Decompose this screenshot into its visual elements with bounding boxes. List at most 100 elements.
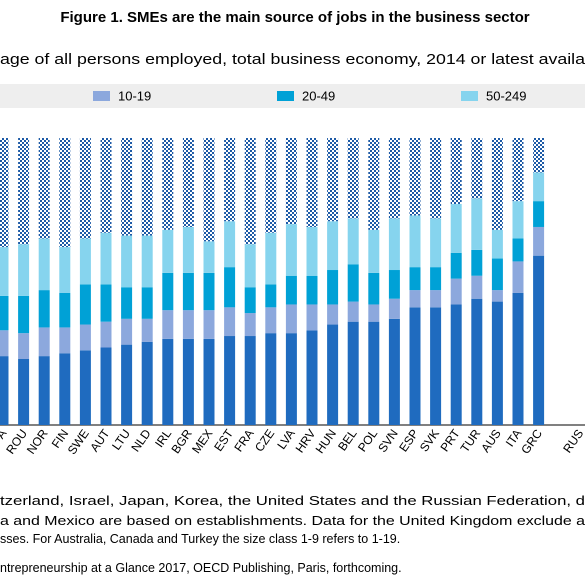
bar-segment [368, 229, 380, 273]
bar-segment [347, 218, 359, 265]
bar-segment [121, 318, 133, 345]
x-tick-label: LTU [109, 427, 133, 453]
bar-segment [141, 235, 153, 288]
x-tick-label: GRC [518, 426, 545, 456]
bar-segment [306, 138, 318, 227]
bar-segment [203, 272, 215, 311]
footnote: tzerland, Israel, Japan, Korea, the Unit… [0, 494, 585, 508]
x-tick-label: FRA [231, 427, 256, 455]
bar-segment [347, 264, 359, 302]
bar-segment [409, 215, 421, 268]
bar-segment [450, 138, 462, 205]
bar-segment [182, 272, 194, 311]
bar-segment [38, 327, 50, 357]
bar-segment [79, 284, 91, 325]
bar-segment [100, 232, 112, 285]
bar-segment [121, 138, 133, 236]
bar-segment [265, 232, 277, 285]
bar-segment [450, 304, 462, 425]
bar-segment [121, 344, 133, 425]
bar-segment [512, 292, 524, 425]
bar-segment [59, 327, 71, 354]
bar-segment [38, 356, 50, 425]
x-tick-label: HRV [293, 427, 319, 456]
bar-segment [79, 138, 91, 239]
legend-label: 50-249 [486, 88, 526, 103]
bar-segment [388, 138, 400, 219]
bar-segment [533, 172, 545, 202]
bar-segment [38, 138, 50, 239]
bar-segment [244, 313, 256, 337]
bar-segment [18, 333, 30, 359]
bar-segment [409, 138, 421, 216]
bar-segment [265, 307, 277, 334]
bar-segment [224, 138, 236, 222]
x-tick-label: NLD [128, 426, 153, 454]
x-tick-label: MEX [189, 427, 215, 456]
bar-segment [409, 307, 421, 425]
footnote: sses. For Australia, Canada and Turkey t… [0, 532, 400, 546]
chart-title: Figure 1. SMEs are the main source of jo… [60, 9, 529, 26]
chart-subtitle: age of all persons employed, total busin… [0, 51, 585, 68]
bar-segment [430, 218, 442, 268]
bar-segment [79, 238, 91, 285]
bar-segment [265, 333, 277, 425]
bar-segment [491, 290, 503, 302]
x-tick-label: A [0, 427, 9, 442]
bar-segment [0, 138, 9, 248]
bar-segment [306, 304, 318, 331]
x-tick-label: PRT [438, 426, 463, 454]
bar-segment [182, 138, 194, 227]
bar-segment [59, 292, 71, 328]
bar-segment [533, 201, 545, 227]
bar-segment [306, 330, 318, 425]
bar-segment [450, 252, 462, 279]
bar-segment [491, 229, 503, 259]
bar-segment [59, 247, 71, 293]
bar-segment [327, 138, 339, 222]
bar-segment [59, 353, 71, 425]
bar-segment [182, 226, 194, 273]
x-tick-label: RUS [560, 427, 585, 456]
bar-segment [121, 287, 133, 319]
bar-segment [285, 224, 297, 276]
bar-segment [368, 138, 380, 230]
bar-segment [368, 272, 380, 305]
bar-segment [100, 321, 112, 348]
bar-segment [409, 290, 421, 308]
bar-segment [224, 336, 236, 425]
x-tick-label: BGR [168, 426, 195, 456]
legend-swatch [93, 91, 110, 101]
bar-segment [450, 278, 462, 305]
bar-segment [38, 238, 50, 291]
bar-segment [347, 321, 359, 425]
bar-segment [327, 304, 339, 325]
bar-segment [79, 324, 91, 351]
bar-segment [18, 244, 30, 296]
bar-segment [491, 258, 503, 291]
bar-segment [162, 138, 174, 230]
x-tick-label: BEL [335, 426, 360, 453]
footnote: ntrepreneurship at a Glance 2017, OECD P… [0, 561, 402, 575]
bar-segment [285, 333, 297, 425]
bar-segment [306, 226, 318, 276]
bar-segment [347, 301, 359, 322]
bar-segment [162, 338, 174, 425]
bar-segment [79, 350, 91, 425]
bar-segment [533, 138, 545, 173]
bar-segment [100, 138, 112, 233]
bar-segment [471, 298, 483, 425]
bar-segment [388, 270, 400, 299]
bar-segment [162, 272, 174, 311]
legend-label: 20-49 [302, 88, 335, 103]
bar-segment [38, 290, 50, 328]
bar-segment [0, 330, 9, 357]
bar-segment [121, 235, 133, 288]
x-tick-label: CZE [252, 427, 277, 455]
legend-swatch [461, 91, 478, 101]
x-tick-label: AUS [478, 427, 504, 455]
bar-segment [285, 275, 297, 305]
bar-segment [306, 275, 318, 305]
